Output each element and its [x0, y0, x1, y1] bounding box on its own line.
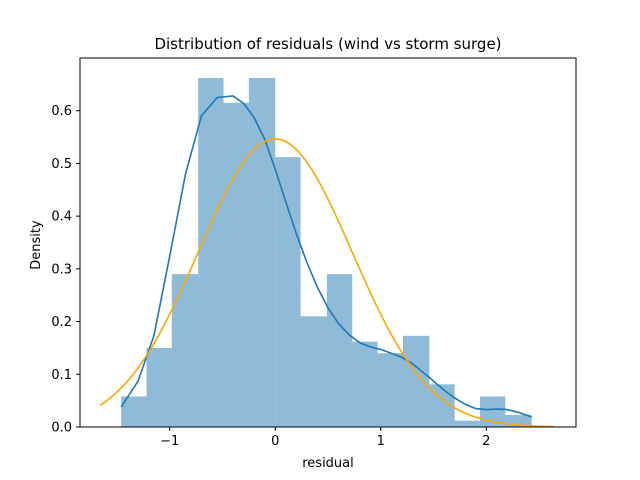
histogram-bar — [454, 420, 480, 427]
y-axis-label: Density — [29, 220, 44, 270]
kde-line — [120, 95, 532, 418]
y-tick-label: 0.2 — [51, 315, 72, 330]
histogram-bar — [198, 78, 224, 427]
histogram-bars — [121, 78, 532, 428]
y-tick-label: 0.6 — [51, 104, 72, 119]
histogram-bar — [377, 353, 403, 427]
x-tick-label: −1 — [160, 434, 179, 449]
histogram-bar — [146, 347, 172, 427]
histogram-bar — [402, 335, 430, 427]
y-tick-label: 0.5 — [51, 157, 72, 172]
histogram-bar — [248, 78, 276, 427]
x-tick-label: 1 — [377, 434, 385, 449]
x-tick-label: 2 — [482, 434, 490, 449]
plot-frame — [79, 57, 577, 428]
histogram-bar — [300, 316, 327, 427]
y-tick-label: 0.1 — [51, 368, 72, 383]
y-tick-label: 0.3 — [51, 262, 72, 277]
kde-curve — [120, 95, 532, 418]
y-tick-label: 0.4 — [51, 210, 72, 225]
y-tick-label: 0.0 — [51, 421, 72, 436]
histogram-bar — [275, 157, 301, 428]
normal-fit-curve — [99, 138, 554, 428]
histogram-bar — [352, 341, 378, 427]
normal-fit-line — [99, 138, 554, 428]
x-tick-label: 0 — [271, 434, 279, 449]
x-axis-label: residual — [302, 456, 354, 471]
x-axis: −1 0 1 2 — [160, 427, 490, 449]
histogram-bar — [223, 102, 249, 428]
chart-title: Distribution of residuals (wind vs storm… — [154, 35, 501, 53]
histogram-bar — [326, 274, 353, 427]
y-axis: 0.0 0.1 0.2 0.3 0.4 0.5 0.6 — [51, 104, 80, 436]
histogram-bar — [171, 274, 199, 427]
